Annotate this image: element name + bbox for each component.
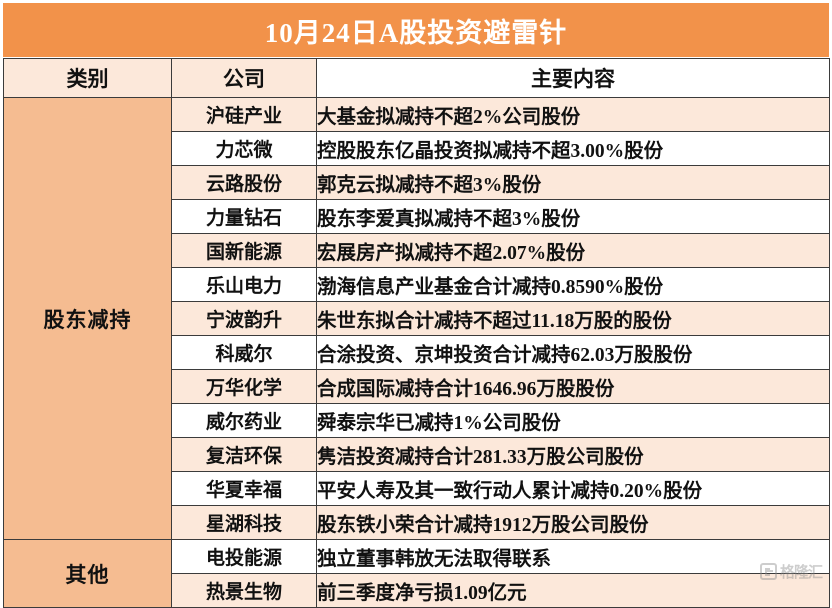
column-header-content: 主要内容 — [316, 58, 830, 98]
content-cell: 舜泰宗华已减持1%公司股份 — [316, 403, 830, 438]
content-cell: 独立董事韩放无法取得联系 — [316, 539, 830, 574]
table-row: 力量钻石 股东李爱真拟减持不超3%股份 — [4, 199, 830, 234]
table-row: 复洁环保 隽洁投资减持合计281.33万股公司股份 — [4, 437, 830, 472]
company-cell: 复洁环保 — [171, 437, 317, 472]
company-cell: 云路股份 — [171, 165, 317, 200]
content-cell: 渤海信息产业基金合计减持0.8590%股份 — [316, 267, 830, 302]
company-cell: 力芯微 — [171, 131, 317, 166]
company-cell: 星湖科技 — [171, 505, 317, 540]
table-row: 力芯微 控股股东亿晶投资拟减持不超3.00%股份 — [4, 131, 830, 166]
table-row: 其他 电投能源 独立董事韩放无法取得联系 — [3, 539, 830, 608]
column-header-category: 类别 — [3, 58, 172, 98]
content-cell: 郭克云拟减持不超3%股份 — [316, 165, 830, 200]
company-cell: 国新能源 — [171, 233, 317, 268]
table-row: 科威尔 合涂投资、京坤投资合计减持62.03万股股份 — [4, 335, 830, 370]
poster-title-banner: 10月24日A股投资避雷针 — [3, 3, 829, 57]
table-row: 云路股份 郭克云拟减持不超3%股份 — [4, 165, 830, 200]
table-row: 宁波韵升 朱世东拟合计减持不超过11.18万股的股份 — [4, 301, 830, 336]
company-cell: 热景生物 — [171, 573, 317, 608]
content-cell: 大基金拟减持不超2%公司股份 — [316, 97, 830, 132]
table-row: 威尔药业 舜泰宗华已减持1%公司股份 — [4, 403, 830, 438]
company-cell: 科威尔 — [171, 335, 317, 370]
table-header-row: 类别 公司 主要内容 — [3, 58, 830, 98]
content-cell: 朱世东拟合计减持不超过11.18万股的股份 — [316, 301, 830, 336]
table-row: 国新能源 宏展房产拟减持不超2.07%股份 — [4, 233, 830, 268]
page-title: 10月24日A股投资避雷针 — [264, 17, 568, 48]
content-cell: 控股股东亿晶投资拟减持不超3.00%股份 — [316, 131, 830, 166]
company-cell: 力量钻石 — [171, 199, 317, 234]
table-row: 万华化学 合成国际减持合计1646.96万股股份 — [4, 369, 830, 404]
content-cell: 股东铁小荣合计减持1912万股公司股份 — [316, 505, 830, 540]
company-cell: 万华化学 — [171, 369, 317, 404]
content-cell: 隽洁投资减持合计281.33万股公司股份 — [316, 437, 830, 472]
content-cell: 合涂投资、京坤投资合计减持62.03万股股份 — [316, 335, 830, 370]
category-cell: 其他 — [3, 539, 172, 608]
content-cell: 股东李爱真拟减持不超3%股份 — [316, 199, 830, 234]
table-row: 星湖科技 股东铁小荣合计减持1912万股公司股份 — [4, 505, 830, 540]
company-cell: 华夏幸福 — [171, 471, 317, 506]
content-cell: 前三季度净亏损1.09亿元 — [316, 573, 830, 608]
stock-alert-table: 类别 公司 主要内容 股东减持 沪硅产业 大基金拟减持不超2%公司股份 力芯微 控股股东亿晶投… — [3, 58, 830, 608]
table-row: 乐山电力 渤海信息产业基金合计减持0.8590%股份 — [4, 267, 830, 302]
company-cell: 宁波韵升 — [171, 301, 317, 336]
table-row: 股东减持 沪硅产业 大基金拟减持不超2%公司股份 — [3, 97, 830, 540]
column-header-company: 公司 — [171, 58, 317, 98]
company-cell: 乐山电力 — [171, 267, 317, 302]
category-cell: 股东减持 — [3, 97, 172, 540]
infographic-poster: 10月24日A股投资避雷针 类别 公司 主要内容 股东减持 沪硅产业 大基金拟减持不超2%… — [3, 3, 830, 608]
company-cell: 电投能源 — [171, 539, 317, 574]
company-cell: 威尔药业 — [171, 403, 317, 438]
content-cell: 平安人寿及其一致行动人累计减持0.20%股份 — [316, 471, 830, 506]
content-cell: 合成国际减持合计1646.96万股股份 — [316, 369, 830, 404]
company-cell: 沪硅产业 — [171, 97, 317, 132]
content-cell: 宏展房产拟减持不超2.07%股份 — [316, 233, 830, 268]
table-row: 华夏幸福 平安人寿及其一致行动人累计减持0.20%股份 — [4, 471, 830, 506]
